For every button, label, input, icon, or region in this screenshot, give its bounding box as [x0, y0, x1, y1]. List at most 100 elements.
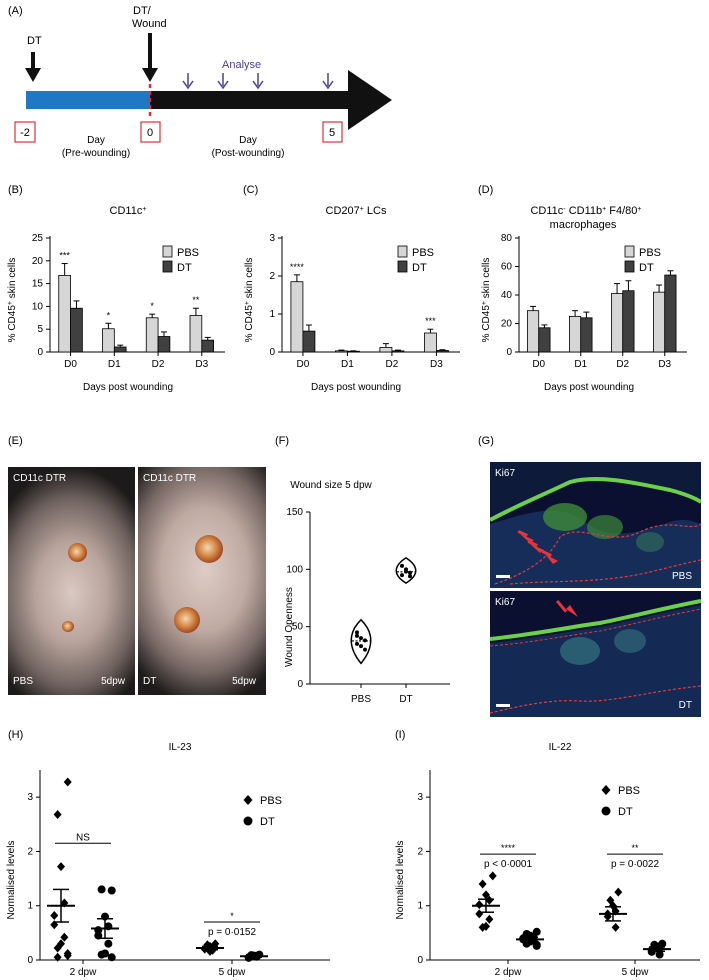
chart-h-point-pbs [53, 943, 62, 953]
chart-f-ytick-label: 150 [286, 507, 303, 518]
chart-h-legend-label-dt: DT [260, 816, 275, 828]
chart-b-xtick-label: D1 [108, 359, 121, 370]
chart-d-ytick-label: 60 [501, 262, 513, 273]
chart-h-comparison-stars: * [230, 911, 234, 921]
chart-h-point-pbs [53, 952, 62, 962]
chart-f-xtick-label-pbs: PBS [351, 694, 371, 705]
chart-d-legend-label-pbs: PBS [639, 247, 661, 259]
chart-f-point-pbs [359, 636, 363, 641]
post-day-label: Day [239, 135, 257, 146]
chart-d-bar-pbs [569, 315, 582, 353]
caption-5dpw-left: 5dpw [101, 676, 125, 687]
chart-h-title: IL-23 [169, 742, 192, 753]
chart-i-p-value: p < 0·0001 [484, 859, 533, 870]
chart-b-xlabel: Days post wounding [83, 382, 173, 393]
chart-c-ytick-label: 3 [269, 233, 275, 244]
chart-f-point-dt [400, 563, 404, 568]
chart-c-legend-label-dt: DT [412, 262, 427, 274]
chart-f-violin-pbs [350, 618, 372, 665]
chart-i-legend-label-dt: DT [618, 806, 633, 818]
day-5-label: 5 [329, 127, 335, 139]
chart-c-legend-swatch-dt [397, 260, 408, 273]
day-0-label: 0 [147, 127, 153, 139]
chart-i-point-pbs [488, 871, 497, 881]
chart-f-point-dt [408, 570, 412, 575]
chart-i-point-pbs [611, 922, 620, 932]
chart-f-ytick-label: 50 [292, 622, 304, 633]
chart-b-xtick-label: D2 [152, 359, 165, 370]
chart-i-point-pbs [614, 887, 623, 897]
chart-c-ytick-label: 2 [269, 271, 275, 282]
chart-f-point-pbs [355, 641, 359, 646]
dt-wound-label-2: Wound [132, 18, 167, 30]
chart-h-legend-marker-dt [243, 816, 253, 826]
chart-h-point-pbs [50, 910, 59, 920]
chart-b-bar-pbs [189, 315, 203, 353]
analyse-arrow-3 [252, 73, 264, 90]
chart-h-ytick-label: 0 [27, 955, 33, 966]
chart-d-bar-dt [538, 327, 551, 353]
chart-h-point-dt [97, 885, 106, 894]
chart-i-ytick-label: 3 [417, 792, 423, 803]
chart-b-title: CD11c+ [110, 205, 147, 217]
chart-h-p-value: p = 0·0152 [208, 927, 257, 938]
post-wounding-label: (Post-wounding) [212, 148, 285, 159]
wound-lower-pbs [62, 621, 74, 632]
chart-c-legend-label-pbs: PBS [412, 247, 434, 259]
chart-d-bar-dt [622, 290, 635, 353]
mouse-photo-pbs: CD11c DTR PBS 5dpw [8, 467, 135, 695]
chart-c-title: CD207+ LCs [326, 205, 387, 217]
chart-b-significance: * [107, 310, 111, 320]
analyse-arrows [182, 73, 334, 90]
chart-b-ytick-label: 10 [32, 301, 44, 312]
chart-d-bar-dt [664, 274, 677, 353]
chart-d-title-line2: macrophages [550, 219, 617, 231]
panel-c-label: (C) [243, 184, 258, 196]
chart-i-legend-marker-dt [601, 806, 611, 816]
chart-f-title: Wound size 5 dpw [290, 480, 372, 491]
chart-b-ytick-label: 5 [37, 324, 43, 335]
chart-b-xtick-label: D0 [64, 359, 77, 370]
caption-pbs-photo: PBS [13, 676, 34, 687]
micrograph-pbs: Ki67 PBS [490, 462, 701, 588]
chart-i-ylabel: Normalised levels [395, 841, 406, 920]
chart-h-comparison-stars: NS [76, 832, 90, 843]
chart-f-point-pbs [355, 633, 359, 638]
chart-b-legend-label-pbs: PBS [177, 247, 199, 259]
chart-b-significance: ** [192, 295, 200, 305]
chart-i-point-dt [532, 941, 541, 950]
chart-i-point-pbs [478, 879, 487, 889]
timeline-arrowhead [348, 70, 392, 130]
chart-c-bar-pbs [334, 350, 348, 353]
panel-i-label: (I) [395, 729, 405, 741]
chart-i-point-pbs [485, 914, 494, 924]
chart-d-ytick-label: 0 [506, 347, 512, 358]
micrograph-dt-stain: Ki67 [495, 597, 516, 608]
chart-d-bar-pbs [611, 293, 624, 353]
chart-c-bar-pbs [423, 332, 437, 353]
panel-e-label: (E) [8, 435, 23, 447]
chart-b-ytick-label: 20 [32, 256, 44, 267]
chart-c-xlabel: Days post wounding [311, 382, 401, 393]
chart-d-xtick-label: D1 [574, 359, 587, 370]
chart-c-significance: **** [290, 262, 305, 272]
pre-wounding-label: (Pre-wounding) [62, 148, 130, 159]
chart-b-ylabel: % CD45+ skin cells [7, 258, 19, 343]
chart-f-ytick-label: 0 [297, 679, 303, 690]
analyse-arrow-1 [182, 73, 194, 90]
chart-h-xtick-label: 5 dpw [219, 967, 246, 978]
micrograph-dt: Ki67 DT [490, 591, 701, 717]
chart-c-xtick-label: D3 [430, 359, 443, 370]
analyse-arrow-2 [217, 73, 229, 90]
day-minus2-label: -2 [20, 127, 30, 139]
micrograph-pbs-group: PBS [671, 571, 692, 582]
chart-f-point-pbs [363, 647, 367, 652]
chart-i-point-dt [655, 950, 664, 959]
chart-h-point-pbs [53, 810, 62, 820]
chart-d-bar-dt [580, 317, 593, 353]
chart-h-point-dt [107, 886, 116, 895]
caption-cd11c-dtr-left: CD11c DTR [13, 473, 67, 484]
panel-f-label: (F) [275, 435, 289, 447]
chart-c-xtick-label: D1 [341, 359, 354, 370]
micrograph-dt-art [490, 599, 701, 717]
